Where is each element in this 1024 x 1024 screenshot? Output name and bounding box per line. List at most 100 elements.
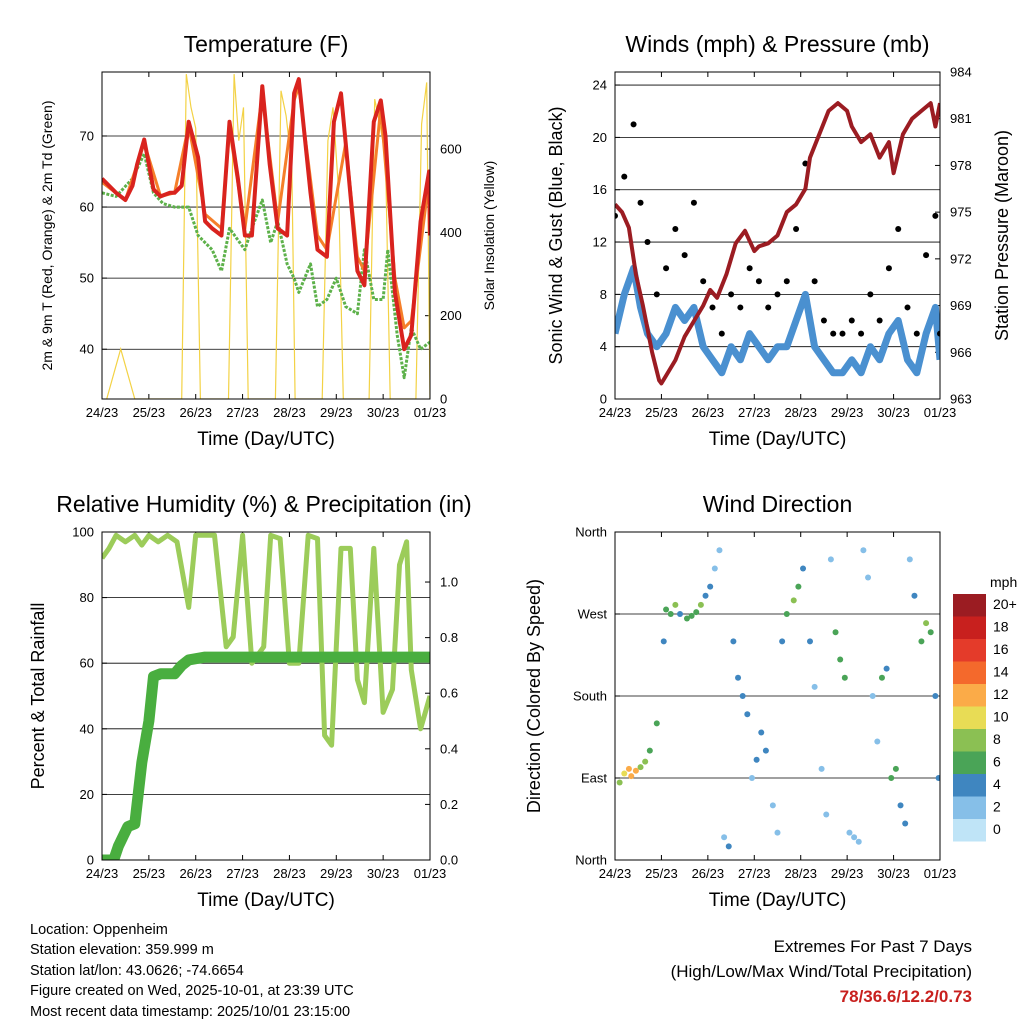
y-tick-label: 60 xyxy=(80,200,94,215)
gust-point xyxy=(793,225,800,232)
direction-point xyxy=(711,565,718,572)
x-tick-label: 28/23 xyxy=(273,405,306,420)
y2-tick-label: 978 xyxy=(950,158,972,173)
direction-point xyxy=(888,775,895,781)
x-tick-label: 26/23 xyxy=(692,866,725,881)
gust-point xyxy=(690,199,697,206)
x-tick-label: 27/23 xyxy=(226,866,259,881)
y2-tick-label: 963 xyxy=(950,392,972,407)
recent-timestamp-text: Most recent data timestamp: 2025/10/01 2… xyxy=(30,1003,351,1020)
gust-point xyxy=(653,291,660,298)
pressure-line xyxy=(615,101,940,386)
direction-point xyxy=(628,773,635,780)
x-axis-label: Time (Day/UTC) xyxy=(709,890,847,911)
direction-point xyxy=(911,592,918,599)
direction-point xyxy=(642,758,649,765)
legend-swatch xyxy=(953,706,986,729)
direction-point xyxy=(795,583,802,590)
wind-direction-panel: Wind DirectionNorthEastSouthWestNorth24/… xyxy=(524,491,956,911)
y-tick-label: 20 xyxy=(593,130,607,145)
extremes-box: Extremes For Past 7 Days (High/Low/Max W… xyxy=(671,934,972,1009)
direction-point xyxy=(735,674,742,681)
y-tick-label: 8 xyxy=(600,287,607,302)
legend-label: 20+ xyxy=(993,596,1017,612)
x-tick-label: 28/23 xyxy=(784,866,817,881)
x-tick-label: 01/23 xyxy=(414,866,447,881)
direction-point xyxy=(653,720,660,727)
direction-point xyxy=(721,834,728,841)
y-tick-label: North xyxy=(575,853,607,868)
gust-point xyxy=(637,199,644,206)
direction-point xyxy=(851,834,858,841)
chart-title: Relative Humidity (%) & Precipitation (i… xyxy=(56,491,471,517)
y-axis-label: 2m & 9m T (Red, Orange) & 2m Td (Green) xyxy=(39,101,55,371)
plot-frame xyxy=(101,71,431,400)
direction-point xyxy=(783,611,790,617)
x-tick-label: 25/23 xyxy=(645,866,678,881)
relative-humidity-line xyxy=(102,532,430,748)
x-tick-label: 01/23 xyxy=(414,405,447,420)
x-tick-label: 24/23 xyxy=(599,866,632,881)
direction-point xyxy=(748,775,755,781)
gust-point xyxy=(621,173,628,180)
x-tick-label: 28/23 xyxy=(784,405,817,420)
y-axis-label: Percent & Total Rainfall xyxy=(28,603,48,790)
direction-point xyxy=(865,574,872,581)
gust-point xyxy=(848,317,855,324)
direction-point xyxy=(730,638,737,645)
x-tick-label: 29/23 xyxy=(831,866,864,881)
direction-point xyxy=(932,693,939,699)
y-tick-label: 60 xyxy=(80,656,94,671)
gust-point xyxy=(672,225,679,232)
direction-point xyxy=(683,615,690,622)
legend-swatch xyxy=(953,729,986,752)
y-tick-label: North xyxy=(575,525,607,540)
y2-tick-label: 600 xyxy=(440,142,462,157)
y2-tick-label: 981 xyxy=(950,111,972,126)
direction-point xyxy=(869,693,876,699)
x-tick-label: 26/23 xyxy=(692,405,725,420)
direction-point xyxy=(827,556,834,563)
direction-point xyxy=(892,765,899,772)
direction-point xyxy=(897,802,904,809)
gust-point xyxy=(820,317,827,324)
y-tick-label: 24 xyxy=(593,78,607,93)
y2-axis-label: Solar Insolation (Yellow) xyxy=(481,161,497,311)
gust-point xyxy=(663,265,670,272)
plot-frame xyxy=(614,531,941,861)
direction-point xyxy=(672,601,679,608)
direction-point xyxy=(906,556,913,563)
chart-title: Wind Direction xyxy=(703,491,853,517)
y-tick-label: 100 xyxy=(72,525,94,540)
gust-point xyxy=(913,330,920,337)
gust-point xyxy=(718,330,725,337)
direction-point xyxy=(935,775,940,781)
legend-label: 8 xyxy=(993,731,1001,747)
gust-point xyxy=(615,212,618,219)
direction-point xyxy=(774,829,781,836)
plot-frame xyxy=(614,71,941,400)
y-tick-label: 12 xyxy=(593,235,607,250)
direction-point xyxy=(855,838,862,845)
gust-point xyxy=(876,317,883,324)
direction-point xyxy=(841,674,848,681)
direction-point xyxy=(779,638,786,645)
x-tick-label: 24/23 xyxy=(599,405,632,420)
direction-point xyxy=(688,612,695,619)
legend-label: 10 xyxy=(993,709,1009,725)
x-tick-label: 30/23 xyxy=(877,405,910,420)
x-tick-label: 25/23 xyxy=(645,405,678,420)
direction-point xyxy=(762,747,769,754)
precipitation-line xyxy=(102,651,430,860)
legend-swatch xyxy=(953,796,986,819)
x-tick-label: 27/23 xyxy=(738,405,771,420)
y-tick-label: 70 xyxy=(80,128,94,143)
x-tick-label: 27/23 xyxy=(226,405,259,420)
x-tick-label: 30/23 xyxy=(367,866,400,881)
gust-point xyxy=(737,304,744,311)
direction-point xyxy=(800,565,807,572)
plot-area xyxy=(102,74,430,399)
gust-point xyxy=(867,291,874,298)
direction-point xyxy=(860,547,867,554)
direction-point xyxy=(811,683,818,690)
